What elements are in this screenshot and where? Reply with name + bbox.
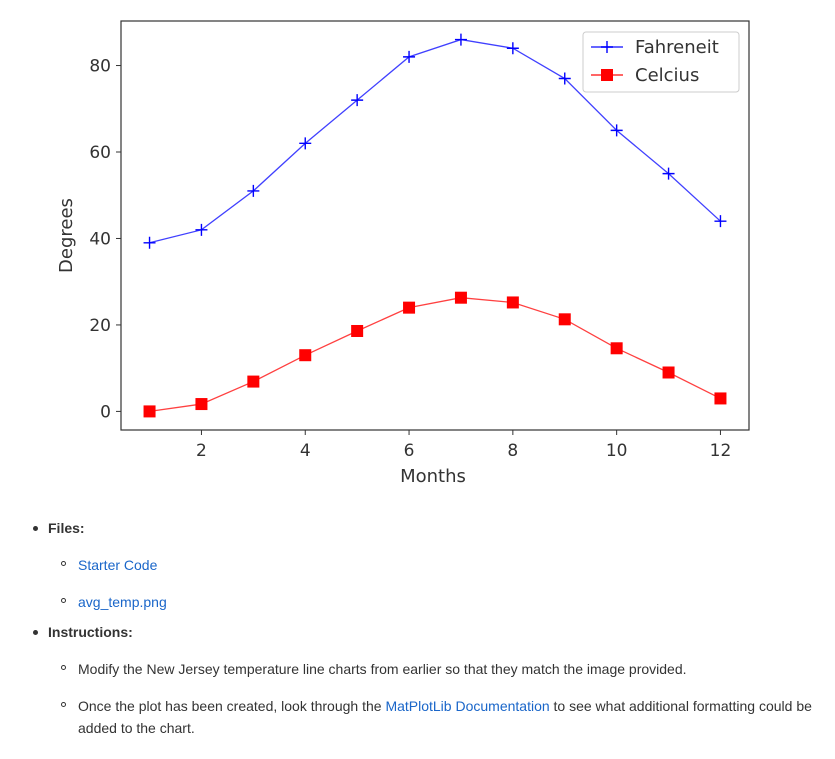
data-point	[454, 291, 467, 304]
data-point	[247, 375, 260, 388]
data-point	[403, 301, 416, 314]
data-point	[143, 236, 156, 249]
y-axis-label: Degrees	[56, 198, 77, 273]
legend-marker	[601, 69, 613, 81]
data-point	[195, 223, 208, 236]
instructions-heading: Instructions:	[48, 624, 133, 640]
data-point	[351, 94, 364, 107]
y-tick-label: 60	[89, 143, 111, 163]
data-point	[247, 184, 260, 197]
y-tick-label: 40	[89, 229, 111, 249]
x-tick-label: 12	[710, 441, 732, 461]
main-list: Files: Starter Code avg_temp.png Instruc…	[0, 518, 835, 739]
matplotlib-docs-link[interactable]: MatPlotLib Documentation	[385, 698, 550, 714]
x-tick-label: 2	[196, 441, 207, 461]
data-point	[662, 167, 675, 180]
y-tick-label: 80	[89, 57, 111, 77]
legend-label: Fahreneit	[635, 37, 719, 58]
list-item: Starter Code	[0, 554, 835, 576]
instructions-section: Instructions: Modify the New Jersey temp…	[0, 622, 835, 739]
x-tick-label: 8	[507, 441, 518, 461]
x-axis-label: Months	[400, 466, 466, 487]
data-point	[610, 342, 623, 355]
instructions-list: Modify the New Jersey temperature line c…	[48, 658, 835, 739]
data-point	[610, 124, 623, 137]
y-tick-label: 0	[100, 402, 111, 422]
data-point	[506, 42, 519, 55]
data-point	[558, 72, 571, 85]
data-point	[714, 392, 727, 405]
data-point	[195, 398, 208, 411]
data-point	[299, 137, 312, 150]
instruction-text-2b: to see what additional formatting could …	[78, 698, 812, 736]
files-heading: Files:	[48, 520, 85, 536]
data-point	[351, 324, 364, 337]
list-item: avg_temp.png	[0, 591, 835, 613]
series-line-1	[149, 38, 721, 244]
data-point	[403, 50, 416, 63]
data-point	[558, 313, 571, 326]
avg-temp-png-link[interactable]: avg_temp.png	[78, 594, 167, 610]
legend-label: Celcius	[635, 65, 699, 86]
data-point	[299, 349, 312, 362]
list-item: Modify the New Jersey temperature line c…	[0, 658, 835, 680]
y-tick-label: 20	[89, 316, 111, 336]
starter-code-link[interactable]: Starter Code	[78, 557, 158, 573]
list-item: Once the plot has been created, look thr…	[0, 695, 835, 739]
files-list: Starter Code avg_temp.png	[48, 554, 835, 613]
series-line-2	[149, 297, 721, 413]
data-point	[143, 405, 156, 418]
temperature-chart: 2 4 6 8 10 12 0 20 40 60 80 Months Degrees Fahreneit C…	[56, 20, 750, 487]
files-section: Files: Starter Code avg_temp.png	[0, 518, 835, 613]
data-point	[714, 215, 727, 228]
x-tick-label: 6	[404, 441, 415, 461]
instruction-text-2a: Once the plot has been created, look thr…	[78, 698, 386, 714]
instruction-text-1: Modify the New Jersey temperature line c…	[78, 661, 687, 677]
x-tick-label: 4	[300, 441, 311, 461]
assignment-content: Files: Starter Code avg_temp.png Instruc…	[0, 500, 835, 754]
legend-marker	[601, 41, 613, 53]
x-tick-label: 10	[606, 441, 628, 461]
data-point	[454, 33, 467, 46]
data-point	[662, 366, 675, 379]
data-point	[506, 296, 519, 309]
